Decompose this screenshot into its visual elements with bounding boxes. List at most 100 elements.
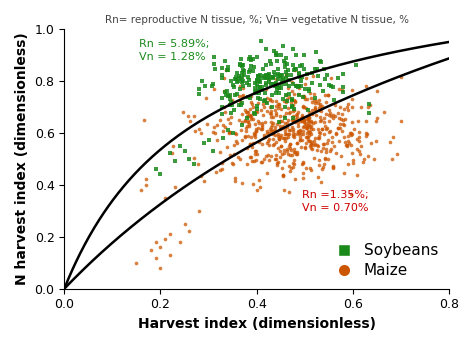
Point [262,80,270,86]
Point [276,137,283,142]
Point [230,108,238,113]
Point [317,58,324,64]
Point [229,161,237,167]
Point [324,92,332,98]
Point [349,104,356,110]
Point [237,61,244,66]
Point [246,141,254,146]
Point [315,162,322,167]
Point [254,81,261,87]
Point [257,126,264,131]
Point [300,104,308,110]
Point [224,93,232,99]
Point [201,83,209,89]
Point [320,142,328,147]
Point [271,132,278,137]
Point [321,156,329,162]
Point [245,82,253,87]
Point [237,56,245,62]
Point [273,58,281,64]
Point [262,73,269,79]
Point [235,74,243,79]
Point [255,73,262,79]
Point [247,57,255,62]
Point [262,82,270,88]
Point [249,181,256,186]
Point [227,79,235,84]
Point [265,71,273,76]
Point [289,47,297,52]
Point [220,75,228,81]
Point [299,104,307,109]
Point [315,134,323,139]
Point [334,125,342,131]
Point [285,77,293,82]
Point [247,100,255,105]
Point [322,146,330,152]
Point [140,117,147,123]
Point [279,81,286,87]
Point [280,188,287,193]
Point [348,97,356,102]
Point [282,65,289,70]
Point [219,122,227,128]
Point [256,85,264,91]
Point [210,61,218,66]
Point [326,130,333,135]
Point [249,116,257,121]
Point [301,144,308,149]
Point [196,126,203,132]
Point [280,97,287,102]
Point [265,76,273,82]
Point [293,140,301,145]
Point [298,132,305,137]
Point [305,88,313,93]
Point [279,172,286,177]
Point [241,117,249,123]
Point [221,89,229,95]
Point [252,90,259,95]
Point [238,74,246,80]
Point [297,74,304,80]
Point [315,98,322,103]
Point [307,144,314,149]
Point [303,126,311,131]
Point [280,158,287,164]
Point [218,66,226,71]
Point [397,118,405,124]
Point [276,126,283,132]
Point [308,70,316,75]
Point [252,88,260,94]
Point [319,89,327,94]
Point [276,154,283,160]
Point [194,161,201,166]
Point [244,94,251,100]
Point [291,67,299,73]
Point [283,55,290,61]
Point [291,161,298,166]
Point [287,165,295,171]
Point [280,123,287,128]
Point [281,125,289,131]
Point [277,125,285,131]
Point [292,150,299,155]
Point [262,154,270,159]
Point [226,120,233,126]
Point [219,161,226,166]
Point [306,130,313,135]
Point [133,260,140,265]
Point [218,72,226,78]
Point [289,133,297,138]
Point [245,56,253,62]
Point [319,126,326,132]
Point [176,239,183,245]
Point [259,66,267,72]
Point [348,87,356,92]
Point [219,128,227,134]
Point [309,111,316,117]
Point [266,58,273,64]
Point [338,88,346,93]
Point [283,72,290,77]
Point [281,104,288,109]
Point [231,175,238,181]
